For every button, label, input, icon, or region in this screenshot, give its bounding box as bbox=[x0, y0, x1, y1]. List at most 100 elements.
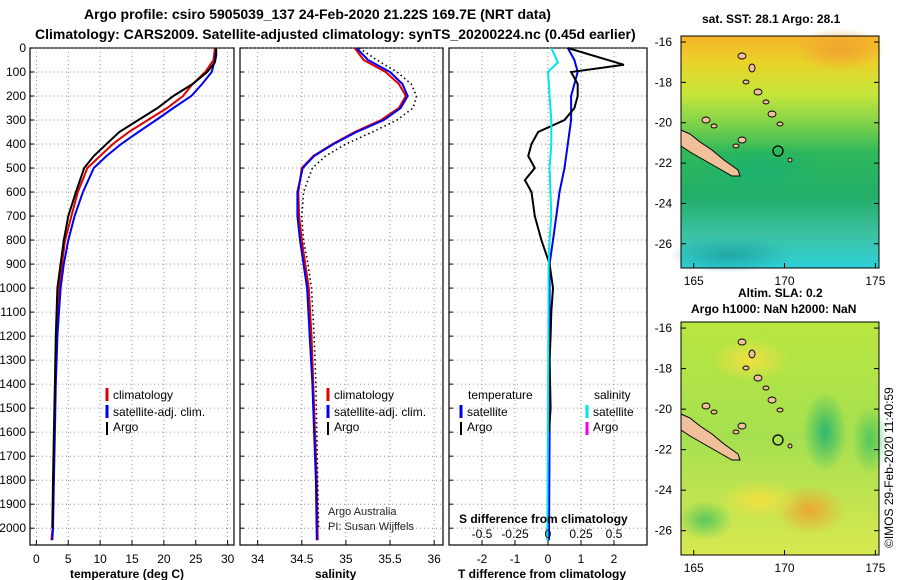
depth-tick-label: 700 bbox=[6, 209, 26, 223]
x-tick-label: 20 bbox=[157, 552, 171, 566]
series-line-satellite bbox=[546, 47, 560, 541]
legend-s-argo-label: Argo bbox=[593, 420, 619, 434]
depth-tick-label: 1900 bbox=[0, 497, 26, 511]
map-y-tick-label: -22 bbox=[655, 156, 673, 170]
map-y-tick-label: -26 bbox=[655, 524, 673, 538]
x-tick-label: 0 bbox=[545, 552, 552, 566]
depth-tick-label: 1400 bbox=[0, 377, 26, 391]
x-tick-label: 5 bbox=[65, 552, 72, 566]
series-line-climatology bbox=[50, 47, 216, 541]
map-y-tick-label: -22 bbox=[655, 443, 673, 457]
legend-salinity-title: salinity bbox=[594, 388, 631, 402]
x-tick-label: 34.5 bbox=[290, 552, 314, 566]
salinity-grid bbox=[240, 47, 443, 545]
legend-t-argo-label: Argo bbox=[467, 420, 493, 434]
island-icon bbox=[701, 116, 711, 124]
legend-temperature-title: temperature bbox=[468, 388, 533, 402]
sst-warm-patch bbox=[795, 28, 885, 72]
map-y-tick-label: -18 bbox=[655, 362, 673, 376]
map-y-tick-label: -18 bbox=[655, 75, 673, 89]
x-tick-label: 36 bbox=[427, 552, 441, 566]
x-tick-label: -1 bbox=[510, 552, 521, 566]
series-line-satellite-adj-clim- bbox=[296, 47, 409, 541]
difference-legend: temperature salinity satellite Argo sate… bbox=[459, 388, 634, 435]
temperature-legend: climatology satellite-adj. clim. Argo bbox=[105, 388, 205, 435]
legend-climatology-label: climatology bbox=[113, 388, 173, 402]
salinity-xlabel: salinity bbox=[315, 567, 357, 580]
x-tick-label: 25 bbox=[189, 552, 203, 566]
map-y-tick-label: -24 bbox=[655, 483, 673, 497]
difference-tick-labels: -2 -1 0 1 2 bbox=[477, 552, 618, 566]
temperature-panel: 0100200300400500600700800900100011001200… bbox=[0, 41, 235, 580]
legend-argo-label: Argo bbox=[334, 420, 360, 434]
sla-high-2 bbox=[720, 480, 800, 520]
salinity-panel: 34 34.5 35 35.5 36 salinity climatology sate… bbox=[239, 47, 444, 580]
island-icon bbox=[710, 123, 718, 129]
island-icon bbox=[748, 63, 756, 73]
x-tick-label: 35 bbox=[339, 552, 353, 566]
depth-tick-label: 300 bbox=[6, 113, 26, 127]
island-icon bbox=[710, 409, 718, 415]
depth-tick-label: 1500 bbox=[0, 401, 26, 415]
island-icon bbox=[737, 338, 747, 346]
credit-line1: Argo Australia bbox=[328, 506, 397, 518]
map-y-tick-label: -16 bbox=[655, 35, 673, 49]
x-tick-label: 1 bbox=[578, 552, 585, 566]
sst-map-panel: sat. SST: 28.1 Argo: 28.1 165 170 175 -16 -1… bbox=[655, 12, 886, 288]
x-tick-label: 0 bbox=[33, 552, 40, 566]
x-tick-label: 2 bbox=[611, 552, 618, 566]
legend-climatology-label: climatology bbox=[334, 388, 394, 402]
map-x-tick-label: 165 bbox=[684, 561, 704, 575]
map-x-tick-label: 170 bbox=[775, 561, 795, 575]
island-icon bbox=[762, 99, 770, 105]
sst-map-ticks: 165 170 175 -16 -18 -20 -22 -24 -26 bbox=[655, 35, 886, 288]
x-tick-label: 10 bbox=[93, 552, 107, 566]
depth-tick-label: 400 bbox=[6, 137, 26, 151]
sla-low-1 bbox=[803, 392, 847, 472]
x-tick-label: 35.5 bbox=[378, 552, 402, 566]
x-tick-label: 15 bbox=[125, 552, 139, 566]
map-y-tick-label: -20 bbox=[655, 402, 673, 416]
new-caledonia-island bbox=[680, 413, 741, 461]
x-tick-label: 34 bbox=[251, 552, 265, 566]
difference-panel: -2 -1 0 1 2 T difference from climatology S … bbox=[448, 47, 648, 580]
sla-map-frame bbox=[680, 321, 880, 556]
s-diff-tick-label: -0.25 bbox=[501, 527, 529, 541]
depth-tick-label: 1000 bbox=[0, 281, 26, 295]
s-diff-tick-label: 0.5 bbox=[606, 527, 623, 541]
depth-tick-label: 1700 bbox=[0, 449, 26, 463]
map-y-tick-label: -26 bbox=[655, 237, 673, 251]
difference-xlabel: T difference from climatology bbox=[458, 567, 626, 580]
island-icon bbox=[776, 407, 784, 413]
depth-tick-label: 500 bbox=[6, 161, 26, 175]
depth-tick-labels: 0 100 200 300 400 500 600 700 800 900 1000 1100 1200… bbox=[0, 41, 26, 535]
vanuatu-islands bbox=[701, 338, 793, 449]
depth-tick-label: 1800 bbox=[0, 473, 26, 487]
salinity-difference-tick-labels: -0.5 -0.25 0 0.25 0.5 bbox=[472, 527, 623, 541]
depth-tick-label: 1100 bbox=[0, 305, 26, 319]
map-x-tick-label: 165 bbox=[684, 274, 704, 288]
depth-tick-label: 0 bbox=[19, 41, 26, 55]
island-icon bbox=[737, 136, 747, 144]
depth-tick-label: 2000 bbox=[0, 521, 26, 535]
sst-map-title: sat. SST: 28.1 Argo: 28.1 bbox=[702, 12, 841, 26]
temperature-profiles bbox=[50, 47, 218, 541]
island-icon bbox=[737, 422, 747, 430]
new-caledonia-island bbox=[680, 129, 741, 177]
island-icon bbox=[742, 365, 750, 371]
island-icon bbox=[742, 79, 750, 85]
sla-map-subtitle: Argo h1000: NaN h2000: NaN bbox=[691, 302, 856, 316]
map-y-tick-label: -16 bbox=[655, 321, 673, 335]
s-diff-tick-label: -0.5 bbox=[472, 527, 493, 541]
credit-line2: PI: Susan Wijffels bbox=[328, 521, 414, 533]
island-icon bbox=[748, 349, 756, 359]
map-x-tick-label: 170 bbox=[775, 274, 795, 288]
sla-low-3 bbox=[677, 500, 733, 540]
s-diff-tick-label: 0.25 bbox=[569, 527, 593, 541]
temperature-grid bbox=[30, 47, 234, 545]
sla-map-title: Altim. SLA: 0.2 bbox=[738, 286, 823, 300]
depth-tick-label: 200 bbox=[6, 89, 26, 103]
depth-tick-label: 100 bbox=[6, 65, 26, 79]
temperature-tick-labels: 0 5 10 15 20 25 30 bbox=[33, 552, 235, 566]
